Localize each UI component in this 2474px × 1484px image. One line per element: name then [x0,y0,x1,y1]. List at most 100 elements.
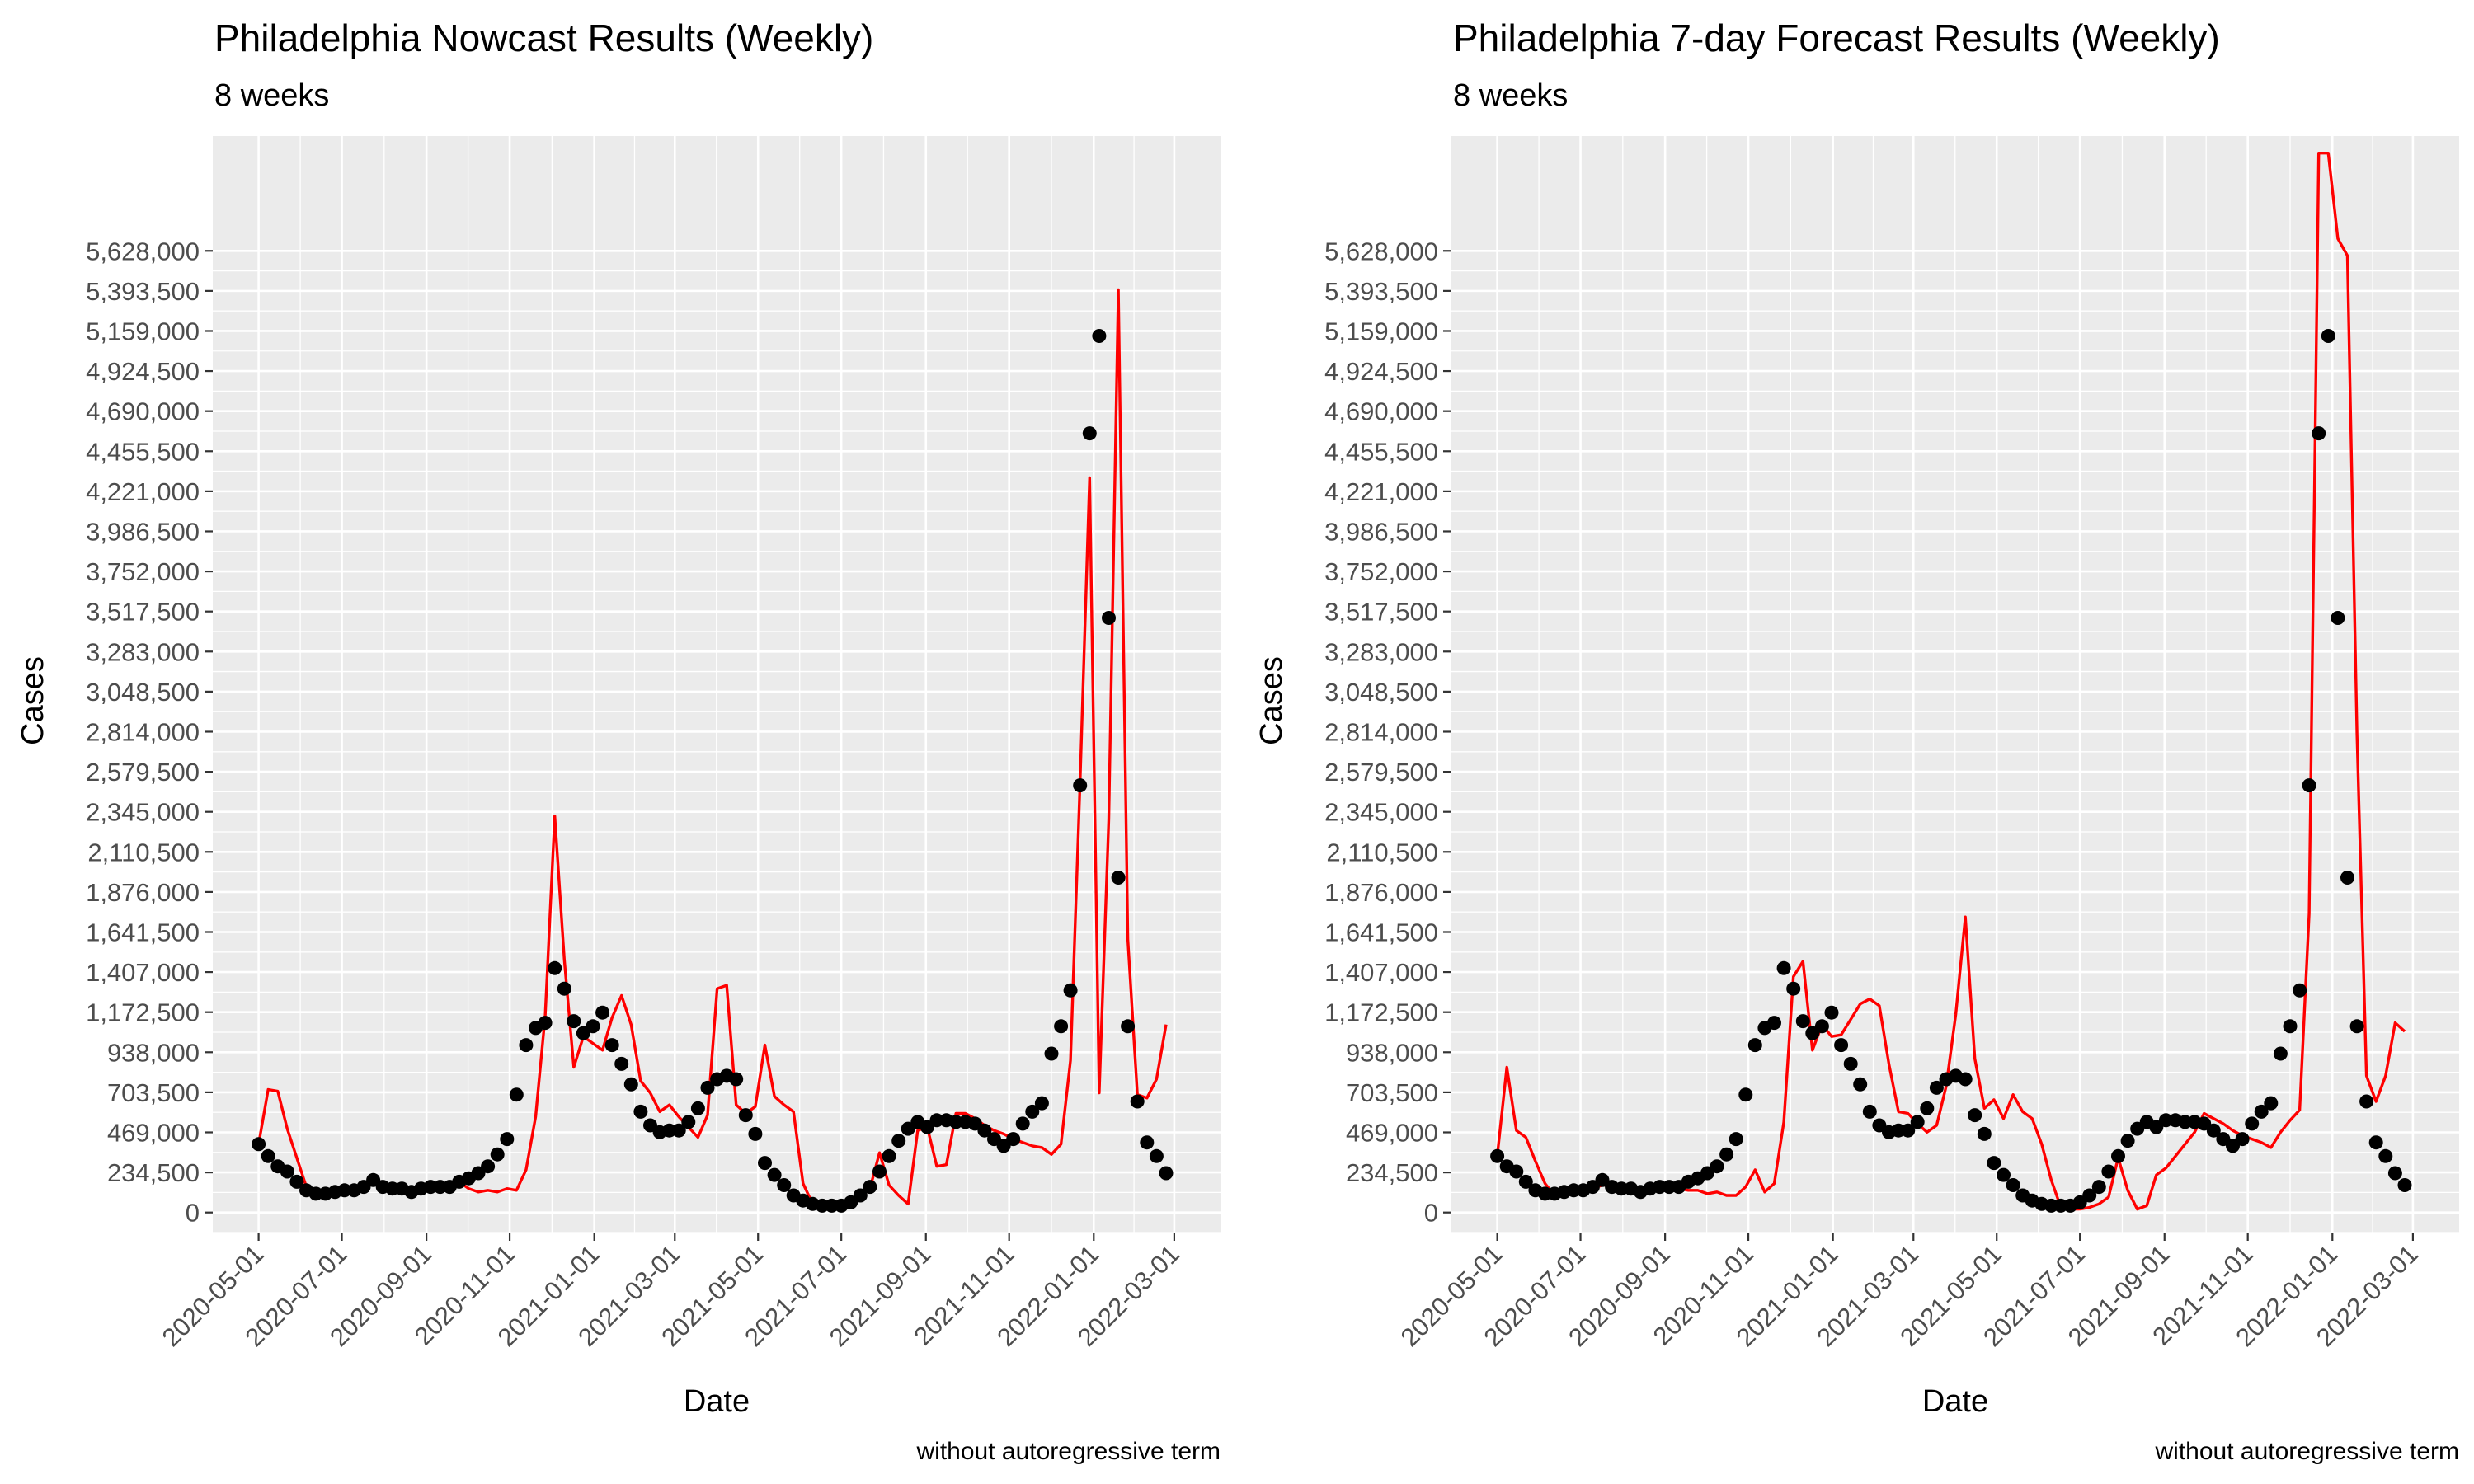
observed-point [538,1016,553,1031]
observed-point [1111,871,1126,885]
observed-point [1121,1019,1136,1034]
observed-point [2302,778,2316,793]
observed-point [891,1134,906,1148]
y-tick-label: 5,393,500 [1324,277,1438,306]
y-tick-label: 1,407,000 [1324,958,1438,987]
observed-point [1044,1046,1059,1061]
y-tick-label: 4,924,500 [86,357,200,386]
observed-point [1130,1094,1145,1109]
observed-point [1729,1132,1743,1147]
observed-point [2120,1134,2135,1148]
observed-point [1987,1156,2001,1171]
y-tick-label: 1,641,500 [1324,918,1438,946]
observed-point [1901,1123,1916,1138]
observed-point [2245,1116,2260,1131]
observed-point [882,1148,896,1163]
observed-point [2273,1046,2288,1061]
observed-point [289,1174,304,1189]
observed-point [633,1104,648,1119]
observed-point [586,1019,600,1034]
y-tick-label: 4,690,000 [1324,397,1438,426]
y-tick-label: 3,517,500 [1324,598,1438,627]
observed-point [2206,1123,2221,1138]
observed-point [509,1087,524,1102]
observed-point [1910,1115,1925,1129]
y-tick-label: 3,752,000 [1324,557,1438,586]
observed-point [977,1123,992,1138]
observed-point [853,1188,868,1203]
y-tick-label: 5,628,000 [86,237,200,265]
y-tick-label: 2,814,000 [1324,717,1438,746]
observed-point [614,1056,629,1071]
observed-point [252,1137,266,1152]
y-tick-label: 5,159,000 [1324,317,1438,345]
y-tick-label: 938,000 [1346,1038,1438,1067]
observed-point [1862,1104,1877,1119]
observed-point [1063,983,1078,998]
y-tick-label: 2,579,500 [86,758,200,787]
observed-point [2368,1135,2383,1150]
observed-point [1834,1038,1849,1053]
observed-point [671,1123,686,1138]
observed-point [548,960,562,975]
y-tick-label: 5,628,000 [1324,237,1438,265]
observed-point [2101,1164,2116,1179]
observed-point [729,1072,744,1087]
y-tick-label: 3,283,000 [1324,637,1438,666]
observed-point [2111,1148,2125,1163]
y-tick-label: 938,000 [107,1038,200,1067]
observed-point [1710,1159,1724,1174]
observed-point [1082,426,1097,441]
observed-point [1490,1148,1505,1163]
y-axis-label: Cases [1254,656,1289,745]
y-tick-label: 3,048,500 [86,678,200,707]
observed-point [261,1148,275,1163]
forecast-panel: 0 234,500 469,000 703,500 938,000 1,172,500 1,… [1254,16,2459,1465]
observed-point [1997,1167,2011,1182]
observed-point [1159,1166,1174,1181]
chart-caption: without autoregressive term [2155,1438,2460,1465]
observed-point [1747,1038,1762,1053]
y-tick-label: 0 [1424,1199,1438,1228]
observed-point [681,1115,696,1129]
y-axis-ticks: 0 234,500 469,000 703,500 938,000 1,172,500 1,… [1324,237,1451,1228]
y-axis-ticks: 0 234,500 469,000 703,500 938,000 1,172,500 1,… [86,237,213,1228]
observed-point [1025,1104,1040,1119]
observed-point [2378,1148,2393,1163]
observed-point [1958,1072,1973,1087]
observed-point [490,1147,505,1162]
observed-point [758,1156,772,1171]
chart-title: Philadelphia 7-day Forecast Results (Wee… [1453,16,2220,59]
observed-point [1929,1080,1944,1095]
observed-point [500,1132,515,1147]
observed-point [1102,611,1116,625]
x-axis-label: Date [1922,1384,1988,1419]
y-tick-label: 703,500 [1346,1078,1438,1107]
observed-point [280,1164,294,1179]
observed-point [1767,1016,1781,1031]
observed-point [604,1038,619,1053]
x-axis-label: Date [684,1384,750,1419]
y-tick-label: 3,986,500 [86,517,200,546]
observed-point [767,1167,782,1182]
observed-point [1006,1132,1021,1147]
observed-point [1786,981,1801,996]
observed-point [2340,871,2354,885]
chart-subtitle: 8 weeks [214,78,329,113]
observed-point [1977,1126,1992,1141]
observed-point [1814,1019,1829,1034]
observed-point [2091,1180,2106,1195]
y-tick-label: 5,159,000 [86,317,200,345]
y-tick-label: 5,393,500 [86,277,200,306]
y-tick-label: 1,172,500 [1324,998,1438,1027]
observed-point [2387,1166,2402,1181]
observed-point [2082,1188,2097,1203]
y-tick-label: 4,455,500 [86,437,200,466]
observed-point [567,1014,581,1029]
chart-subtitle: 8 weeks [1453,78,1568,113]
y-tick-label: 4,455,500 [1324,437,1438,466]
y-tick-label: 234,500 [1346,1158,1438,1187]
observed-point [2264,1096,2279,1111]
observed-point [1968,1108,1982,1123]
observed-point [1776,960,1791,975]
